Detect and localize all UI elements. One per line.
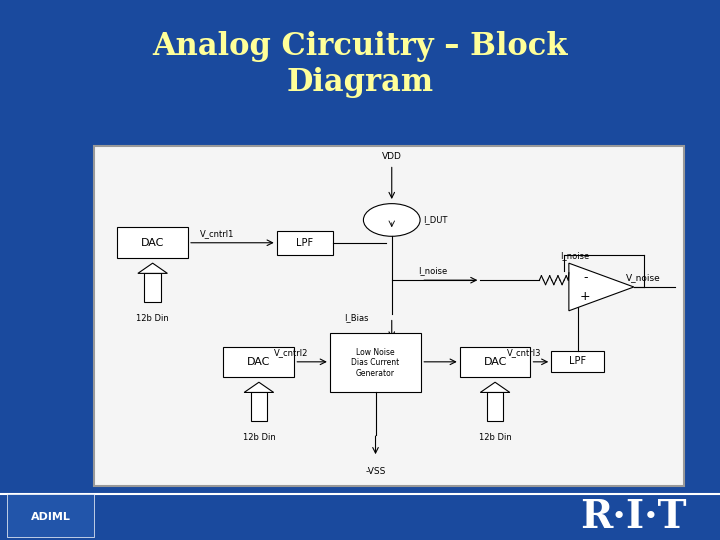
FancyBboxPatch shape xyxy=(94,146,684,486)
Bar xyxy=(7,494,94,537)
Text: R·I·T: R·I·T xyxy=(580,498,687,536)
Text: ADIML: ADIML xyxy=(30,512,71,522)
Text: Analog Circuitry – Block
Diagram: Analog Circuitry – Block Diagram xyxy=(152,31,568,98)
